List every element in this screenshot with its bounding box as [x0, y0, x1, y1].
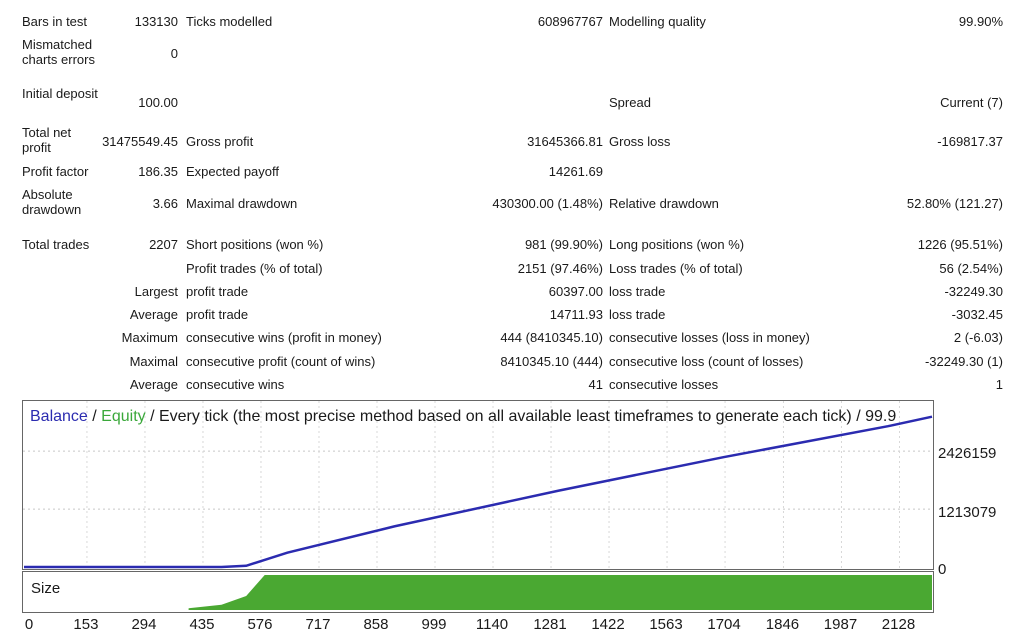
size-label: Size	[31, 580, 61, 597]
spread-label: Spread	[609, 95, 651, 110]
avg-consec-wins-value: 41	[588, 377, 603, 392]
average-loss-value: -3032.45	[951, 307, 1003, 322]
balance-chart-panel: Balance / Equity / Every tick (the most …	[22, 400, 934, 570]
profit-factor-label: Profit factor	[22, 164, 89, 179]
profit-factor-value: 186.35	[138, 164, 178, 179]
modelling-quality-label: Modelling quality	[609, 14, 706, 29]
loss-trades-value: 56 (2.54%)	[939, 261, 1003, 276]
spread-value: Current (7)	[940, 95, 1003, 110]
x-axis: 0 153 294 435 576 717 858 999 1140 1281 1422 1563 17…	[0, 614, 1024, 642]
average-profit-label: profit trade	[186, 307, 249, 322]
max-consec-wins-value: 444 (8410345.10)	[500, 330, 603, 345]
maximal-drawdown-value: 430300.00 (1.48%)	[492, 196, 603, 211]
largest-profit-value: 60397.00	[548, 284, 603, 299]
initial-deposit-label: Initial deposit	[22, 86, 98, 101]
x-tick-label: 435	[189, 616, 215, 633]
total-net-profit-label: Total net profit	[22, 125, 72, 155]
chart-title-equity: Equity	[101, 408, 146, 425]
avg-consec-losses-value: 1	[995, 377, 1003, 392]
x-tick-label: 576	[247, 616, 273, 633]
y-tick-label: 1213079	[938, 504, 997, 521]
average2-label: Average	[129, 377, 178, 392]
max-consec-losses-value: 2 (-6.03)	[953, 330, 1003, 345]
bars-in-test-value: 133130	[134, 14, 178, 29]
mismatched-label: Mismatched charts errors	[22, 37, 95, 67]
average-profit-value: 14711.93	[549, 307, 603, 322]
ticks-modelled-value: 608967767	[537, 14, 603, 29]
max-consec-wins-label: consecutive wins (profit in money)	[186, 330, 382, 345]
y-tick-label: 2426159	[938, 445, 997, 462]
max-consec-losses-label: consecutive losses (loss in money)	[609, 330, 810, 345]
chart-title-sep: /	[87, 408, 102, 425]
chart-title-rest: / Every tick (the most precise method ba…	[145, 408, 897, 425]
expected-payoff-value: 14261.69	[548, 164, 603, 179]
modelling-quality-value: 99.90%	[958, 14, 1003, 29]
x-tick-label: 2128	[881, 616, 916, 633]
absolute-drawdown-label: Absolute drawdown	[22, 187, 82, 217]
profit-trades-label: Profit trades (% of total)	[186, 261, 323, 276]
largest-label: Largest	[134, 284, 178, 299]
balance-line	[24, 415, 933, 569]
x-tick-label: 858	[363, 616, 389, 633]
x-tick-label: 153	[73, 616, 99, 633]
initial-deposit-value: 100.00	[138, 95, 178, 110]
long-positions-label: Long positions (won %)	[609, 237, 745, 252]
bars-in-test-label: Bars in test	[22, 14, 88, 29]
gross-profit-label: Gross profit	[186, 134, 254, 149]
expected-payoff-label: Expected payoff	[186, 164, 279, 179]
ticks-modelled-label: Ticks modelled	[186, 14, 273, 29]
mismatched-value: 0	[170, 46, 178, 61]
total-net-profit-value: 31475549.45	[102, 134, 178, 149]
gross-loss-label: Gross loss	[609, 134, 671, 149]
x-tick-label: 1846	[765, 616, 800, 633]
short-positions-value: 981 (99.90%)	[524, 237, 603, 252]
size-area	[188, 575, 933, 610]
x-tick-label: 294	[131, 616, 157, 633]
absolute-drawdown-value: 3.66	[152, 196, 178, 211]
average-loss-label: loss trade	[609, 307, 666, 322]
largest-loss-value: -32249.30	[944, 284, 1003, 299]
y-tick-label: 0	[938, 561, 947, 578]
x-tick-label: 999	[421, 616, 447, 633]
x-tick-label: 1422	[591, 616, 625, 633]
gross-profit-value: 31645366.81	[527, 134, 603, 149]
long-positions-value: 1226 (95.51%)	[917, 237, 1003, 252]
chart-title-balance: Balance	[30, 408, 88, 425]
average-label: Average	[129, 307, 178, 322]
balance-chart	[23, 401, 933, 569]
x-tick-label: 1140	[475, 616, 509, 633]
size-chart-panel: Size	[22, 571, 934, 613]
profit-trades-value: 2151 (97.46%)	[517, 261, 603, 276]
avg-consec-losses-label: consecutive losses	[609, 377, 719, 392]
x-tick-label: 717	[305, 616, 331, 633]
size-chart	[188, 575, 933, 610]
x-tick-label: 1987	[823, 616, 858, 633]
total-trades-label: Total trades	[22, 237, 90, 252]
maximal-consec-profit-value: 8410345.10 (444)	[500, 354, 603, 369]
chart-title: Balance / Equity / Every tick (the most …	[30, 408, 896, 426]
loss-trades-label: Loss trades (% of total)	[609, 261, 743, 276]
avg-consec-wins-label: consecutive wins	[186, 377, 285, 392]
x-tick-label: 1563	[649, 616, 683, 633]
relative-drawdown-label: Relative drawdown	[609, 196, 719, 211]
gross-loss-value: -169817.37	[937, 134, 1003, 149]
total-trades-value: 2207	[149, 237, 178, 252]
relative-drawdown-value: 52.80% (121.27)	[906, 196, 1003, 211]
x-tick-label: 0	[24, 616, 34, 633]
maximum-label: Maximum	[121, 330, 178, 345]
x-tick-label: 1281	[533, 616, 567, 633]
largest-profit-label: profit trade	[186, 284, 249, 299]
short-positions-label: Short positions (won %)	[186, 237, 324, 252]
maximal-label: Maximal	[129, 354, 178, 369]
maximal-consec-loss-label: consecutive loss (count of losses)	[609, 354, 804, 369]
maximal-drawdown-label: Maximal drawdown	[186, 196, 298, 211]
maximal-consec-loss-value: -32249.30 (1)	[924, 354, 1003, 369]
largest-loss-label: loss trade	[609, 284, 666, 299]
maximal-consec-profit-label: consecutive profit (count of wins)	[186, 354, 376, 369]
x-tick-label: 1704	[707, 616, 741, 633]
